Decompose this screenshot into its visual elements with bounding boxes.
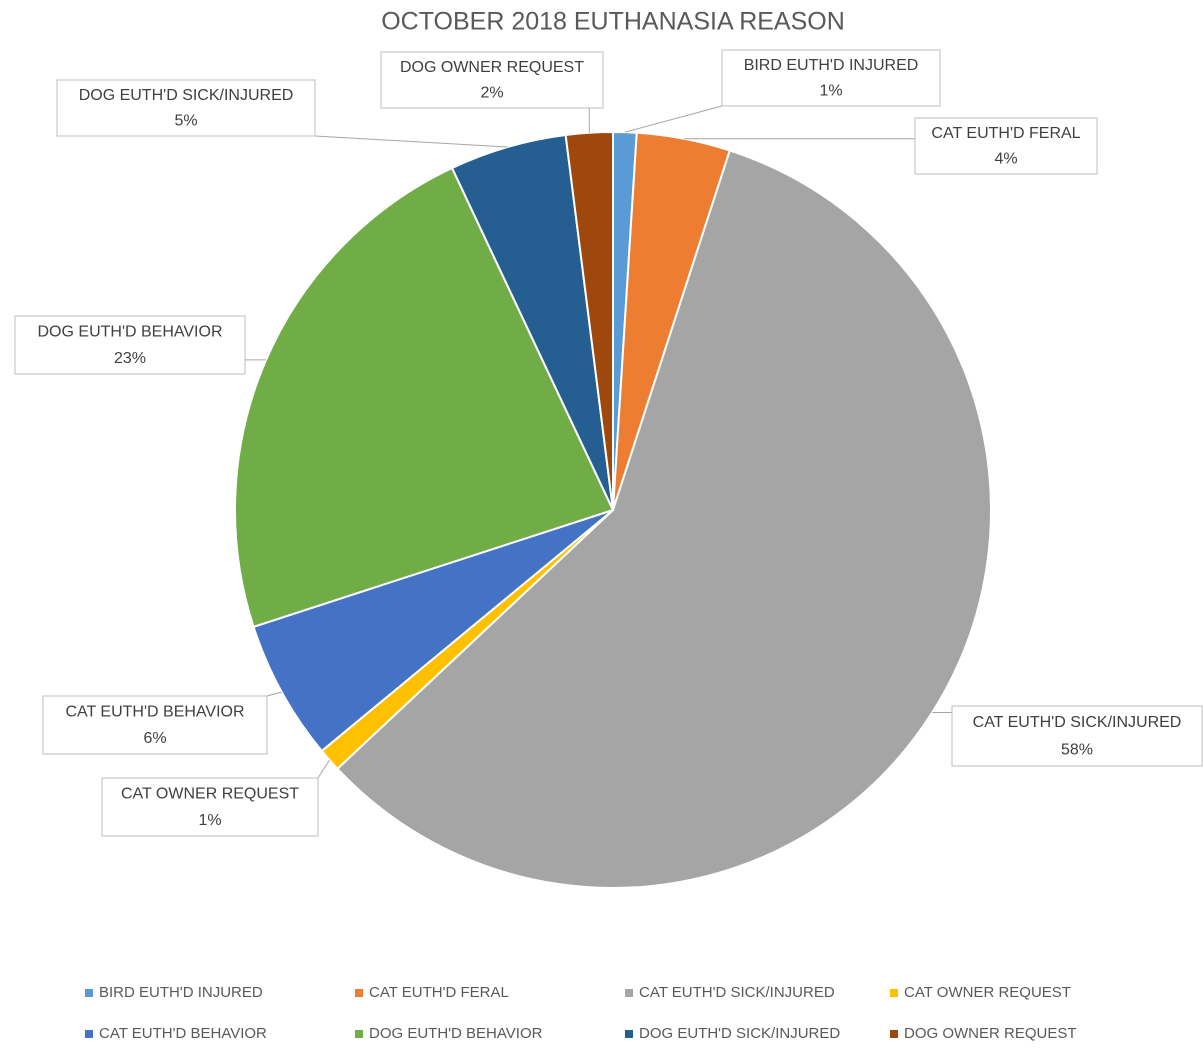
legend-swatch (85, 989, 93, 997)
data-label-value: 6% (143, 730, 166, 747)
data-label-value: 4% (994, 151, 1017, 168)
legend-label: DOG EUTH'D BEHAVIOR (369, 1025, 543, 1042)
legend-label: DOG OWNER REQUEST (904, 1025, 1077, 1042)
data-label-value: 5% (174, 113, 197, 130)
data-label-value: 58% (1061, 742, 1093, 759)
pie-slice (564, 130, 614, 511)
data-label-name: DOG EUTH'D BEHAVIOR (38, 323, 223, 340)
legend-label: CAT EUTH'D SICK/INJURED (639, 984, 835, 1001)
leader-line (317, 759, 330, 779)
label-box (721, 49, 941, 107)
leader-line (624, 105, 723, 133)
legend-label: CAT EUTH'D BEHAVIOR (99, 1025, 267, 1042)
label-box (14, 315, 246, 375)
data-label-value: 23% (114, 350, 146, 367)
data-label-value: 1% (198, 812, 221, 829)
pie-slice (252, 509, 614, 753)
legend-label: DOG EUTH'D SICK/INJURED (639, 1025, 840, 1042)
legend-swatch (355, 989, 363, 997)
data-label-name: CAT EUTH'D BEHAVIOR (65, 703, 244, 720)
legend-swatch (85, 1030, 93, 1038)
data-label-name: CAT OWNER REQUEST (121, 785, 299, 802)
label-box (56, 79, 316, 137)
pie-slice (234, 166, 615, 629)
leader-line (314, 135, 508, 148)
legend-swatch (625, 1030, 633, 1038)
legend-swatch (355, 1030, 363, 1038)
label-box (380, 51, 604, 109)
label-box (951, 705, 1203, 767)
data-label-value: 2% (480, 85, 503, 102)
legend-swatch (890, 1030, 898, 1038)
data-label-name: DOG EUTH'D SICK/INJURED (79, 87, 294, 104)
legend-label: CAT OWNER REQUEST (904, 984, 1071, 1001)
legend-label: CAT EUTH'D FERAL (369, 984, 509, 1001)
data-label-value: 1% (819, 83, 842, 100)
data-label-name: BIRD EUTH'D INJURED (744, 57, 919, 74)
label-box (914, 117, 1098, 175)
legend-swatch (625, 989, 633, 997)
data-label-name: DOG OWNER REQUEST (400, 59, 584, 76)
leader-line (266, 691, 282, 697)
data-label-name: CAT EUTH'D FERAL (931, 125, 1080, 142)
data-label-name: CAT EUTH'D SICK/INJURED (973, 714, 1182, 731)
legend-label: BIRD EUTH'D INJURED (99, 984, 263, 1001)
label-box (42, 695, 268, 755)
label-box (101, 777, 319, 837)
legend-swatch (890, 989, 898, 997)
chart-title: OCTOBER 2018 EUTHANASIA REASON (381, 8, 845, 36)
